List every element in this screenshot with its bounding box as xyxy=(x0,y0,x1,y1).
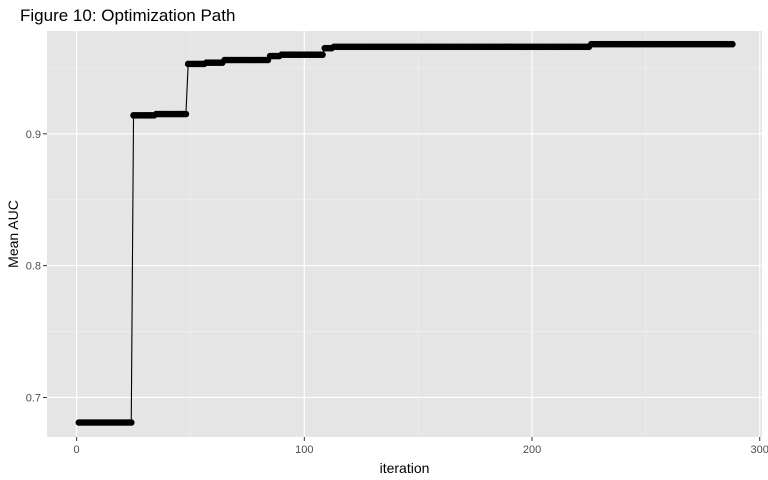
major-gridlines xyxy=(47,31,762,437)
x-tick-label: 200 xyxy=(523,444,541,456)
series-auc-path xyxy=(75,40,736,426)
y-tick-label: 0.7 xyxy=(26,392,41,404)
y-axis-tick-labels: 0.7 0.8 0.9 xyxy=(26,129,41,405)
x-tick-label: 300 xyxy=(751,444,768,456)
chart-title: Figure 10: Optimization Path xyxy=(20,6,235,25)
data-point xyxy=(182,110,190,118)
x-axis-tick-labels: 0 100 200 300 xyxy=(74,444,768,456)
y-tick-label: 0.9 xyxy=(26,129,41,141)
data-point xyxy=(127,419,135,426)
data-point xyxy=(319,51,326,59)
x-tick-label: 100 xyxy=(295,444,313,456)
minor-gridlines xyxy=(47,31,762,437)
x-axis-title: iteration xyxy=(380,460,430,476)
y-axis-title: Mean AUC xyxy=(5,200,21,268)
plot-panel xyxy=(47,31,762,437)
y-tick-label: 0.8 xyxy=(26,261,41,273)
data-point xyxy=(729,40,736,48)
axis-ticks xyxy=(43,133,761,441)
x-tick-label: 0 xyxy=(74,444,80,456)
